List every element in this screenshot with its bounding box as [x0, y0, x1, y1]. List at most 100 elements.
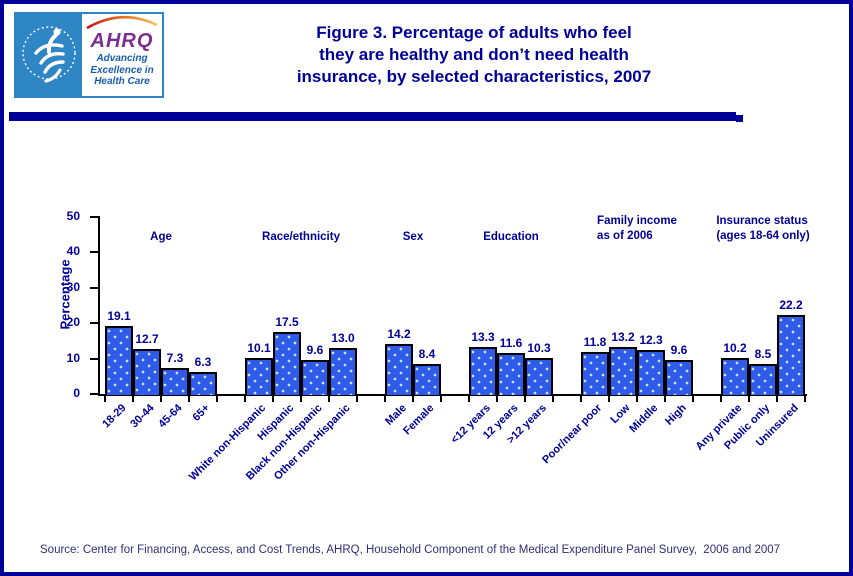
y-tick-label: 50: [66, 209, 80, 223]
x-category-label: <12 years: [448, 402, 493, 447]
x-tick: [272, 396, 274, 402]
bar: [749, 364, 777, 395]
bar-value-label: 12.7: [135, 332, 159, 346]
bar: [413, 364, 441, 395]
x-tick: [356, 396, 358, 402]
bar: [525, 358, 553, 395]
group-heading: Family income as of 2006: [597, 214, 677, 244]
bar: [161, 368, 189, 395]
x-tick: [412, 396, 414, 402]
group-heading-line: as of 2006: [597, 230, 653, 242]
bar-value-label: 8.5: [754, 347, 772, 361]
bar-value-label: 13.0: [331, 331, 355, 345]
bar-value-label: 10.1: [247, 341, 271, 355]
bar-value-label: 19.1: [107, 309, 131, 323]
bar-value-label: 8.4: [418, 347, 436, 361]
x-tick: [496, 396, 498, 402]
bar: [497, 353, 525, 395]
x-category-label: 45-64: [156, 402, 185, 431]
group-heading-line: Family income: [597, 215, 677, 227]
hhs-eagle-icon: [20, 16, 78, 95]
y-axis-line: [98, 216, 100, 396]
x-axis-line: [98, 394, 807, 396]
x-tick: [692, 396, 694, 402]
group-heading-line: Race/ethnicity: [262, 231, 340, 243]
bar-value-label: 13.3: [471, 330, 495, 344]
bar-value-label: 10.3: [527, 341, 551, 355]
x-tick: [720, 396, 722, 402]
y-tick: [90, 216, 98, 218]
y-tick: [90, 322, 98, 324]
bar-value-label: 12.3: [639, 333, 663, 347]
bar: [133, 349, 161, 395]
y-tick: [90, 358, 98, 360]
bar-value-label: 9.6: [306, 343, 324, 357]
ahrq-hhs-logo: AHRQ Advancing Excellence in Health Care: [14, 12, 164, 98]
header-divider-bar: [9, 112, 736, 121]
group-heading: Insurance status (ages 18-64 only): [716, 214, 809, 244]
figure-title-line: they are healthy and don’t need health: [319, 45, 629, 64]
y-tick: [90, 251, 98, 253]
x-tick: [104, 396, 106, 402]
bar: [245, 358, 273, 395]
group-heading-line: Insurance status: [716, 215, 808, 227]
bar-value-label: 9.6: [670, 343, 688, 357]
x-tick: [132, 396, 134, 402]
group-heading: Sex: [403, 230, 423, 245]
x-category-label: High: [662, 402, 689, 428]
bar-value-label: 7.3: [166, 351, 184, 365]
y-tick: [90, 393, 98, 395]
ahrq-tagline-line: Health Care: [94, 76, 150, 87]
figure-title-line: insurance, by selected characteristics, …: [296, 67, 652, 86]
group-heading: Age: [150, 230, 172, 245]
x-tick: [440, 396, 442, 402]
group-heading-line: (ages 18-64 only): [716, 230, 810, 242]
bar-value-label: 6.3: [194, 355, 212, 369]
x-category-label: 65+: [190, 402, 213, 424]
x-tick: [608, 396, 610, 402]
x-tick: [216, 396, 218, 402]
x-tick: [552, 396, 554, 402]
ahrq-tagline-line: Excellence in: [90, 64, 154, 76]
bar: [665, 360, 693, 395]
ahrq-tagline-line: Advancing: [96, 53, 148, 64]
y-tick-label: 0: [73, 386, 80, 400]
bar: [385, 344, 413, 395]
bar: [189, 372, 217, 395]
bar-value-label: 17.5: [275, 315, 299, 329]
bar-value-label: 14.2: [387, 327, 411, 341]
ahrq-wordmark: AHRQ: [90, 30, 154, 52]
y-tick-label: 10: [66, 351, 80, 365]
figure-title-line: Figure 3. Percentage of adults who feel: [316, 23, 632, 42]
x-tick: [748, 396, 750, 402]
bar: [301, 360, 329, 395]
x-tick: [328, 396, 330, 402]
bar-value-label: 11.8: [583, 335, 607, 349]
group-heading: Education: [483, 230, 539, 245]
ahrq-arc-icon: [84, 15, 160, 35]
bar-value-label: 10.2: [723, 341, 747, 355]
bar-value-label: 22.2: [779, 298, 803, 312]
bar: [469, 347, 497, 395]
x-category-label: Low: [608, 402, 633, 427]
bar: [105, 326, 133, 395]
bar: [581, 352, 609, 395]
y-tick-label: 40: [66, 244, 80, 258]
x-tick: [580, 396, 582, 402]
x-tick: [468, 396, 470, 402]
ahrq-logo-pane: AHRQ Advancing Excellence in Health Care: [82, 14, 162, 96]
group-heading-line: Age: [150, 231, 172, 243]
bar: [329, 348, 357, 395]
x-tick: [384, 396, 386, 402]
x-category-label: Middle: [627, 402, 661, 436]
bar-value-label: 13.2: [611, 330, 635, 344]
bar: [609, 347, 637, 395]
figure-title: Figure 3. Percentage of adults who feel …: [179, 22, 769, 88]
group-heading: Race/ethnicity: [262, 230, 340, 245]
group-heading-line: Sex: [402, 231, 424, 243]
ahrq-tagline: Advancing Excellence in Health Care: [90, 53, 153, 88]
bar: [721, 358, 749, 395]
source-note: Source: Center for Financing, Access, an…: [40, 544, 781, 556]
header-divider-bar-end: [736, 115, 743, 122]
